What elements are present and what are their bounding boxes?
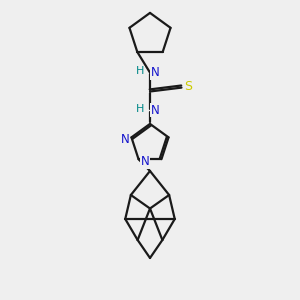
- Text: N: N: [121, 133, 129, 146]
- Text: N: N: [141, 155, 149, 168]
- Text: N: N: [151, 104, 160, 117]
- Text: H: H: [136, 66, 145, 76]
- Text: H: H: [136, 104, 145, 114]
- Text: N: N: [151, 66, 160, 79]
- Text: S: S: [184, 80, 192, 93]
